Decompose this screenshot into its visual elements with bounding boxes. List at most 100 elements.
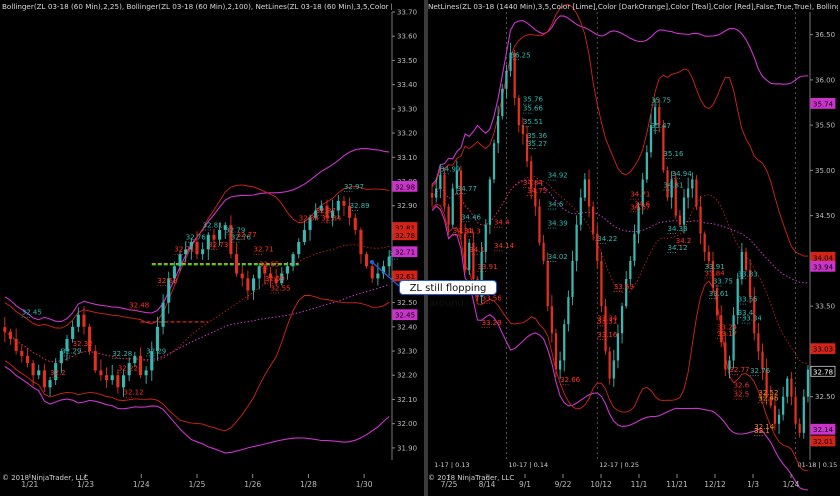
- candle-body: [48, 380, 52, 388]
- candle: [257, 262, 261, 290]
- candle: [645, 145, 648, 183]
- value-label: 34.81: [663, 182, 683, 190]
- x-tick-label: 1/30: [356, 480, 373, 489]
- callout-pointer: [371, 261, 400, 287]
- value-label: 36.25: [511, 51, 531, 59]
- candle-body: [459, 170, 463, 234]
- candle: [88, 323, 92, 355]
- y-tick-label: 32.00: [397, 420, 417, 428]
- candle-body: [724, 342, 727, 370]
- price-marker-label: 32.14: [813, 426, 834, 434]
- contract-separator-label: 10-17 | 0.14: [508, 461, 548, 469]
- candle-body: [782, 396, 785, 415]
- candle: [488, 176, 492, 235]
- candle-body: [687, 188, 690, 198]
- outer-band-lower: [431, 205, 808, 491]
- candle: [472, 232, 475, 285]
- candle: [430, 183, 434, 207]
- candle: [674, 172, 677, 219]
- candle-body: [110, 375, 114, 381]
- callout-annotation: ZL still flopping around.: [399, 280, 497, 309]
- x-tick-label: 12/12: [704, 480, 726, 489]
- value-label: 34.12: [668, 244, 688, 252]
- value-label: 34.4: [494, 219, 510, 227]
- inner-band-upper: [431, 3, 808, 257]
- price-marker: [810, 423, 836, 435]
- y-tick-label: 32.90: [397, 202, 417, 210]
- candle: [687, 177, 690, 209]
- value-label: 34.46: [461, 213, 482, 221]
- candle-body: [150, 351, 154, 371]
- candle: [530, 155, 533, 199]
- candle-body: [497, 116, 500, 144]
- candle-body: [691, 179, 694, 189]
- candle: [724, 332, 727, 377]
- candle-body: [558, 360, 562, 370]
- candle: [20, 345, 24, 363]
- x-tick-label: 1/24: [783, 480, 800, 489]
- candle-body: [740, 251, 743, 279]
- candle-body: [620, 306, 624, 334]
- candle-body: [786, 378, 789, 397]
- candle-body: [546, 260, 549, 307]
- value-label: 33.84: [705, 269, 726, 277]
- candle: [629, 256, 632, 285]
- candle: [189, 237, 193, 260]
- inner-band-middle: [4, 244, 390, 363]
- value-label: 32.66: [560, 376, 581, 384]
- left-chart-header: Bollinger(ZL 03-18 (60 Min),2,25), Bolli…: [2, 2, 392, 11]
- candle: [637, 202, 640, 244]
- candle: [666, 166, 669, 201]
- candle: [703, 231, 706, 262]
- candle: [48, 376, 52, 397]
- candle-body: [246, 278, 250, 291]
- candle-body: [612, 360, 615, 379]
- y-tick-label: 35.00: [815, 167, 835, 175]
- candle: [786, 376, 789, 404]
- value-label: 35.76: [523, 96, 544, 104]
- candle-body: [525, 134, 529, 162]
- candle-body: [757, 333, 760, 352]
- candle: [155, 316, 159, 361]
- value-label: 32.48: [129, 301, 149, 309]
- y-tick-label: 36.00: [815, 76, 835, 84]
- candle: [592, 201, 595, 241]
- y-tick-label: 36.50: [815, 31, 835, 39]
- candle-body: [82, 314, 86, 327]
- price-marker-label: 32.71: [395, 249, 415, 257]
- candle: [707, 245, 710, 268]
- candle: [14, 328, 18, 355]
- candle-body: [521, 125, 525, 135]
- value-label: 33.31: [597, 317, 617, 325]
- candle: [567, 290, 570, 332]
- value-label: 32.55: [270, 284, 290, 292]
- value-label: 35.47: [651, 122, 671, 130]
- x-tick-label: 9/1: [519, 480, 531, 489]
- candle: [459, 165, 463, 244]
- value-label: 32.73: [208, 241, 228, 249]
- candle-body: [509, 52, 512, 71]
- candle-body: [662, 125, 665, 171]
- candle: [649, 114, 653, 158]
- candle: [798, 418, 801, 438]
- value-label: 32.6: [734, 382, 750, 390]
- candle-body: [155, 326, 159, 352]
- candle-body: [703, 233, 706, 252]
- candle: [161, 294, 165, 335]
- candle: [251, 274, 256, 300]
- candle-body: [443, 174, 446, 207]
- candle-body: [331, 210, 335, 218]
- candle-body: [161, 302, 165, 327]
- y-tick-label: 31.90: [397, 444, 417, 452]
- price-marker: [810, 260, 836, 272]
- candle-body: [753, 297, 756, 334]
- candle-body: [455, 170, 458, 189]
- candle: [121, 369, 126, 397]
- value-label: 33.55: [738, 296, 758, 304]
- candle-body: [571, 260, 574, 298]
- candle-body: [285, 266, 289, 274]
- value-label: 33.91: [705, 263, 725, 271]
- candle-body: [121, 375, 126, 388]
- candle-body: [587, 179, 591, 207]
- price-marker-label: 32.78: [395, 232, 415, 240]
